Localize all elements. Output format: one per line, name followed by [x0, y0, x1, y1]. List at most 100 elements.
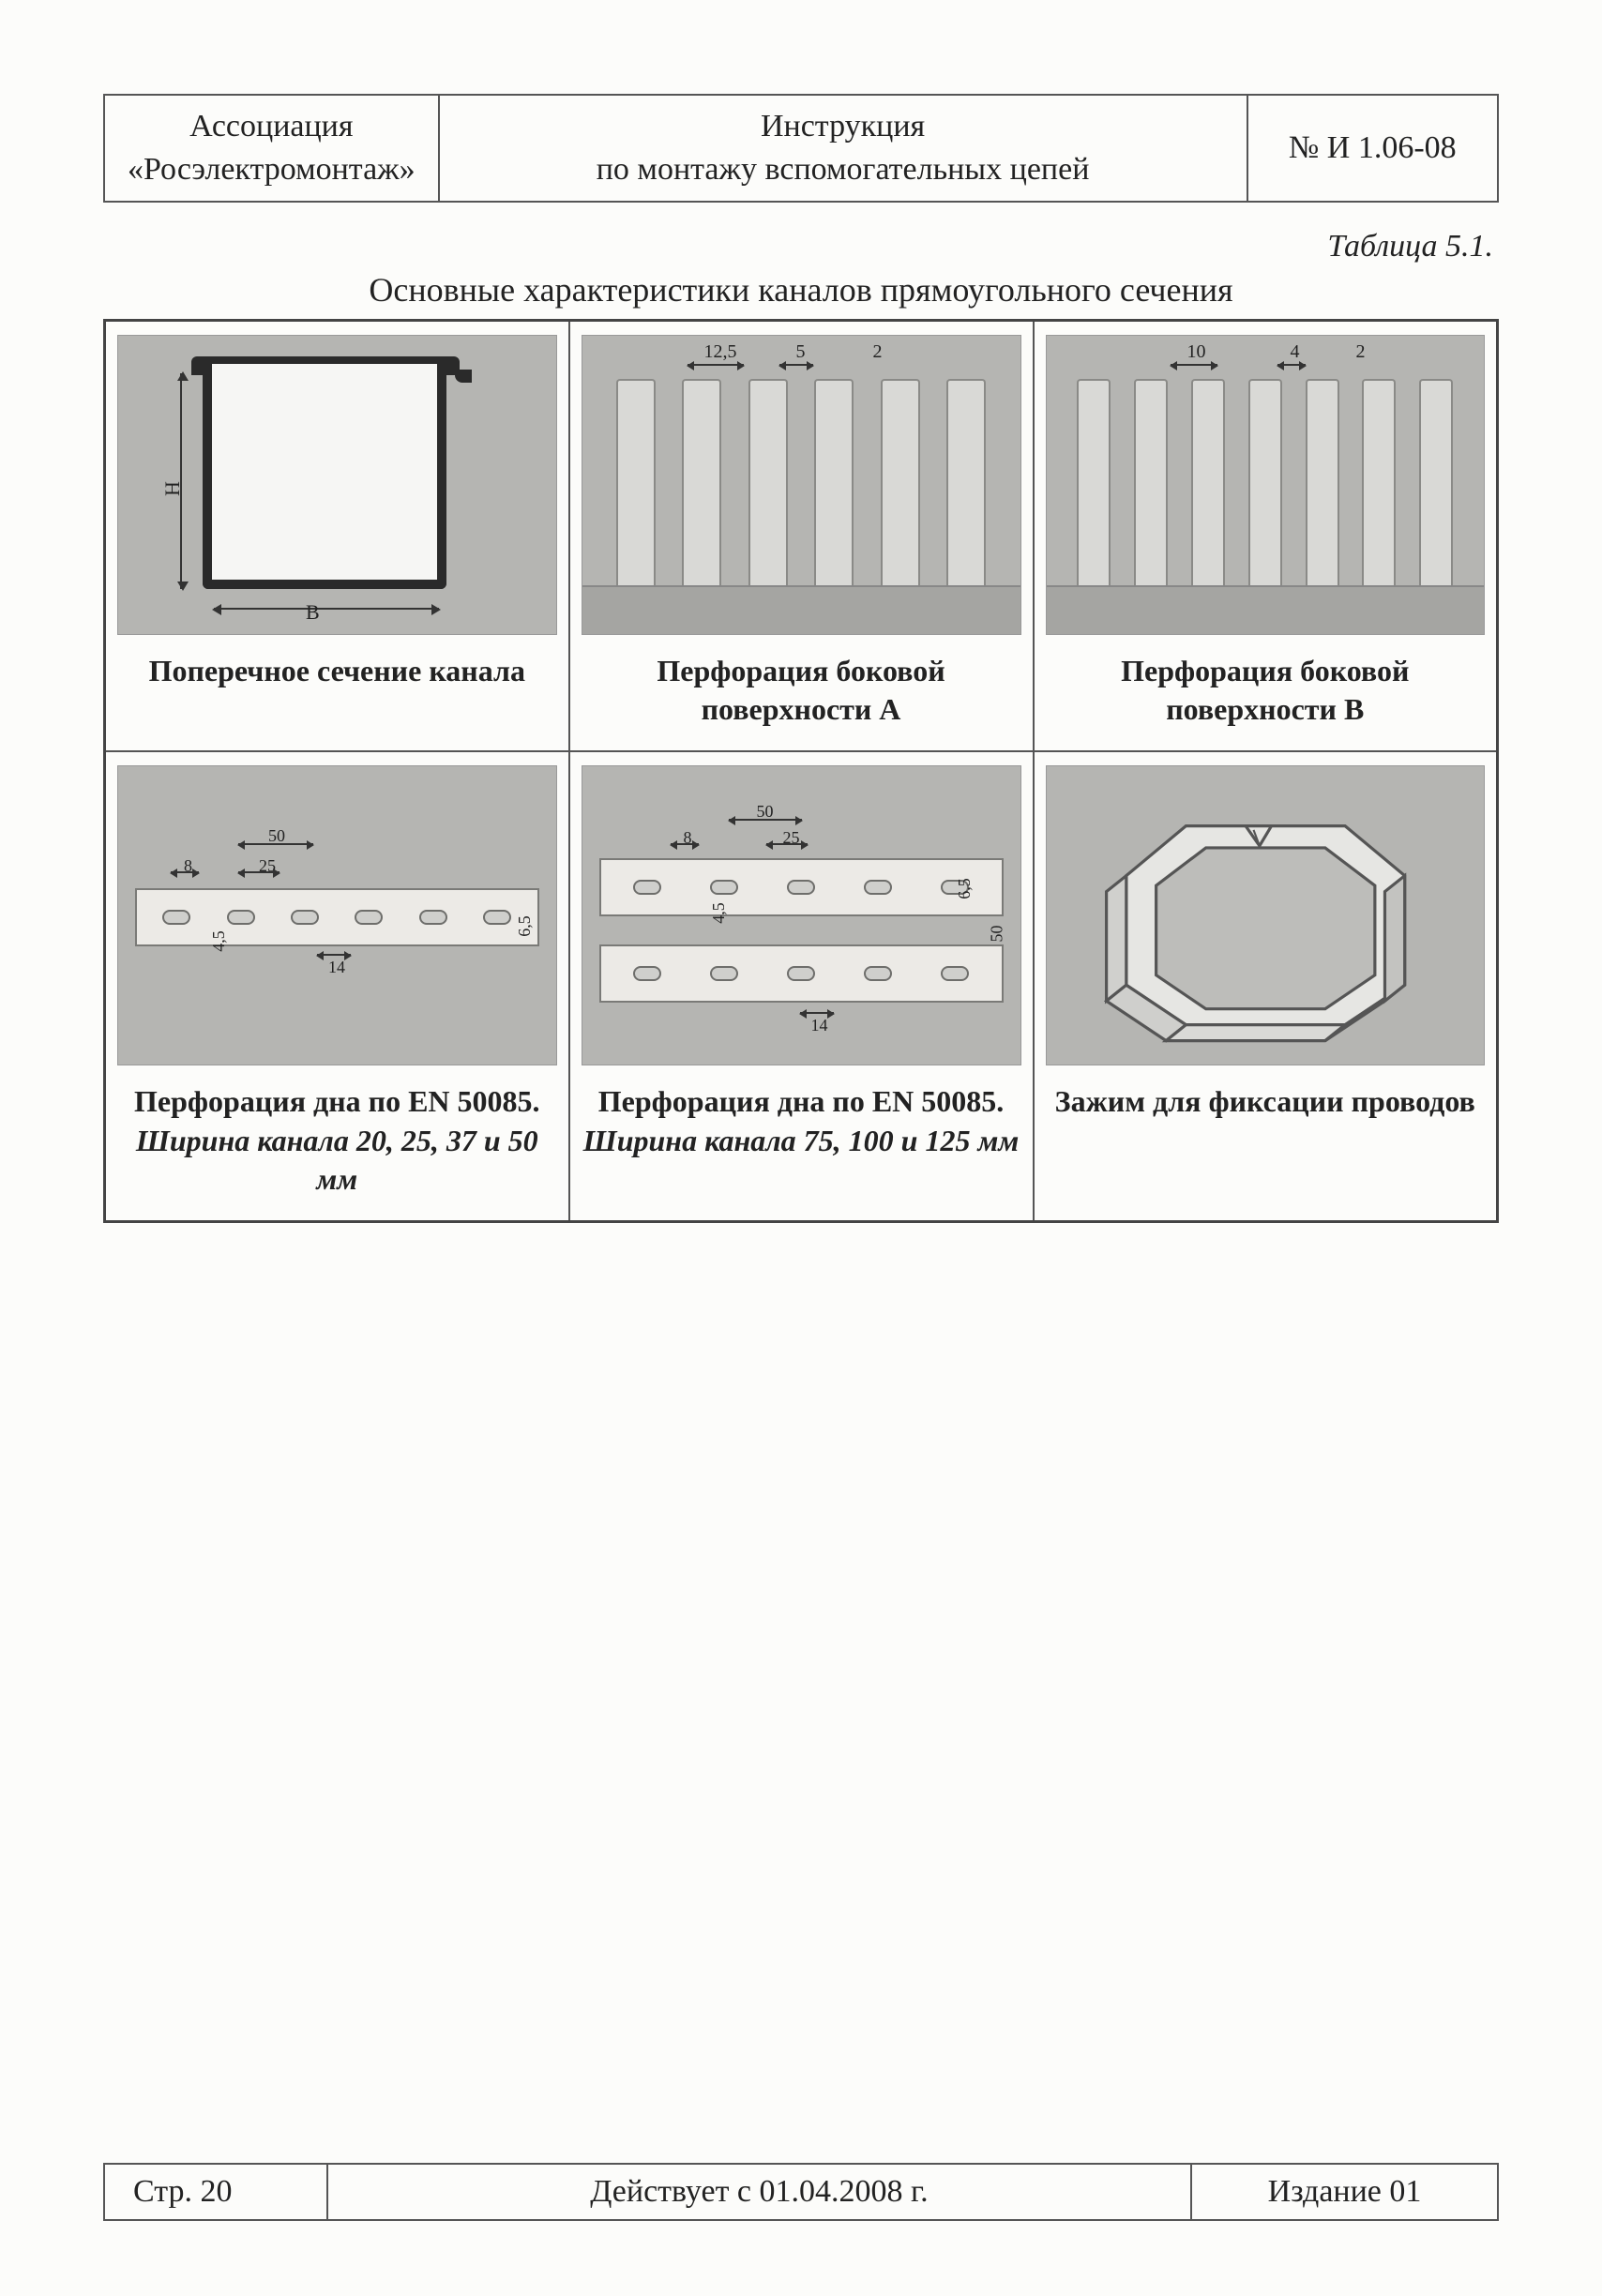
- diagram-clamp: [1046, 765, 1486, 1065]
- dim-pitch-arrow-b: [1171, 364, 1217, 366]
- perf-hole: [483, 910, 511, 925]
- dim14-arrow-2: [800, 1012, 834, 1014]
- caption-c3: Перфорация боковой поверхности B: [1046, 652, 1486, 730]
- cell-side-perf-b: 10 4 2 Перфорация боковой поверхности B: [1034, 320, 1498, 751]
- cell-cross-section: H B Поперечное сечение канала: [105, 320, 569, 751]
- table-label: Таблица 5.1.: [103, 229, 1493, 264]
- slot-base-b: [1047, 585, 1485, 634]
- slot-finger: [1362, 390, 1396, 585]
- perf-hole: [227, 910, 255, 925]
- dim-pitch-a: 12,5: [704, 341, 737, 363]
- c4-line1: Перфорация дна по EN 50085.: [134, 1084, 540, 1118]
- c4-line2: Ширина канала 20, 25, 37 и 50 мм: [136, 1124, 538, 1197]
- slot-finger: [682, 390, 721, 585]
- clamp-inner: [1156, 848, 1374, 1009]
- header-org: Ассоциация «Росэлектромонтаж»: [104, 95, 439, 202]
- clamp-side-r: [1384, 876, 1404, 1002]
- dim-b-label: B: [306, 600, 320, 625]
- slot-finger: [1077, 390, 1111, 585]
- clamp-bottom: [1166, 1025, 1345, 1041]
- clamp-svg: [1047, 766, 1484, 1065]
- slot-finger: [1306, 390, 1339, 585]
- perf-hole: [941, 966, 969, 981]
- footer-page: Стр. 20: [104, 2164, 327, 2220]
- diagram-side-b: 10 4 2: [1046, 335, 1486, 635]
- slot-finger: [748, 390, 788, 585]
- footer-edition: Издание 01: [1191, 2164, 1498, 2220]
- slot-finger: [1248, 390, 1282, 585]
- caption-c5: Перфорация дна по EN 50085. Ширина канал…: [582, 1082, 1021, 1160]
- dim25-arrow-1: [238, 871, 280, 873]
- lid-lip-right: [455, 370, 472, 383]
- caption-c1: Поперечное сечение канала: [117, 652, 557, 691]
- header-table: Ассоциация «Росэлектромонтаж» Инструкция…: [103, 94, 1499, 203]
- footer-table: Стр. 20 Действует с 01.04.2008 г. Издани…: [103, 2163, 1499, 2221]
- perf-strip-1: [135, 888, 539, 946]
- cell-bottom-perf-2: 50 25 8 50 6,5 4,5 14 Перфорация дна по …: [569, 751, 1034, 1221]
- perf-hole: [787, 880, 815, 895]
- caption-c4: Перфорация дна по EN 50085. Ширина канал…: [117, 1082, 557, 1200]
- perf-hole: [710, 880, 738, 895]
- perf-hole: [355, 910, 383, 925]
- perf-hole: [633, 966, 661, 981]
- c5-line1: Перфорация дна по EN 50085.: [598, 1084, 1005, 1118]
- dim-b-line: [214, 608, 439, 610]
- slot-finger: [1134, 390, 1168, 585]
- diagram-bottom-2: 50 25 8 50 6,5 4,5 14: [582, 765, 1021, 1065]
- slot-row-a: [582, 390, 1020, 585]
- page: Ассоциация «Росэлектромонтаж» Инструкция…: [0, 0, 1602, 2296]
- dim8-arrow-1: [171, 871, 199, 873]
- header-docno: № И 1.06-08: [1247, 95, 1498, 202]
- dim65-1: 6,5: [515, 915, 535, 937]
- dim-h-label: H: [160, 481, 185, 496]
- slot-finger: [946, 390, 986, 585]
- dim-pitch-arrow-a: [688, 364, 744, 366]
- caption-c2: Перфорация боковой поверхности A: [582, 652, 1021, 730]
- title-line1: Инструкция: [761, 109, 925, 144]
- cell-clamp: Зажим для фиксации проводов: [1034, 751, 1498, 1221]
- diagram-cross-section: H B: [117, 335, 557, 635]
- perf-strip-2b: [599, 944, 1004, 1003]
- perf-hole: [633, 880, 661, 895]
- dim14-1: 14: [328, 958, 345, 977]
- perf-hole: [419, 910, 447, 925]
- dim-pitch-b: 10: [1187, 341, 1206, 363]
- slot-finger: [1419, 390, 1453, 585]
- title-line2: по монтажу вспомогательных цепей: [597, 152, 1090, 187]
- perf-hole: [710, 966, 738, 981]
- org-line2: «Росэлектромонтаж»: [128, 152, 416, 187]
- perf-hole: [864, 966, 892, 981]
- dim-top-a: 2: [873, 341, 883, 363]
- dim-gap-a: 5: [796, 341, 806, 363]
- dim14-2: 14: [811, 1016, 828, 1035]
- perf-hole: [787, 966, 815, 981]
- dim50-arrow-1: [238, 843, 313, 845]
- slot-row-b: [1047, 390, 1485, 585]
- dim-rowgap: 50: [987, 925, 1006, 942]
- footer-valid: Действует с 01.04.2008 г.: [327, 2164, 1191, 2220]
- dim50-arrow-2: [729, 819, 802, 821]
- perf-hole: [291, 910, 319, 925]
- diagram-side-a: 12,5 5 2: [582, 335, 1021, 635]
- slot-finger: [881, 390, 920, 585]
- dim-top-b: 2: [1356, 341, 1366, 363]
- cell-bottom-perf-1: 50 25 8 14 6,5 4,5 Перфорация дна по EN …: [105, 751, 569, 1221]
- caption-c6: Зажим для фиксации проводов: [1046, 1082, 1486, 1122]
- dim8-arrow-2: [671, 843, 699, 845]
- spec-grid: H B Поперечное сечение канала 12,5 5: [103, 319, 1499, 1223]
- dim-offset-2: 6,5: [955, 878, 975, 899]
- diagram-bottom-1: 50 25 8 14 6,5 4,5: [117, 765, 557, 1065]
- slot-base-a: [582, 585, 1020, 634]
- slot-finger: [1191, 390, 1225, 585]
- perf-hole: [864, 880, 892, 895]
- slot-finger: [616, 390, 656, 585]
- dim14-arrow-1: [317, 954, 351, 956]
- dim-gap-arrow-b: [1277, 364, 1306, 366]
- c5-line2: Ширина канала 75, 100 и 125 мм: [583, 1124, 1020, 1157]
- header-title: Инструкция по монтажу вспомогательных це…: [439, 95, 1247, 202]
- slot-finger: [814, 390, 854, 585]
- dim-gap-arrow-a: [779, 364, 813, 366]
- dim45-1: 4,5: [209, 930, 229, 952]
- perf-hole: [162, 910, 190, 925]
- org-line1: Ассоциация: [189, 109, 353, 144]
